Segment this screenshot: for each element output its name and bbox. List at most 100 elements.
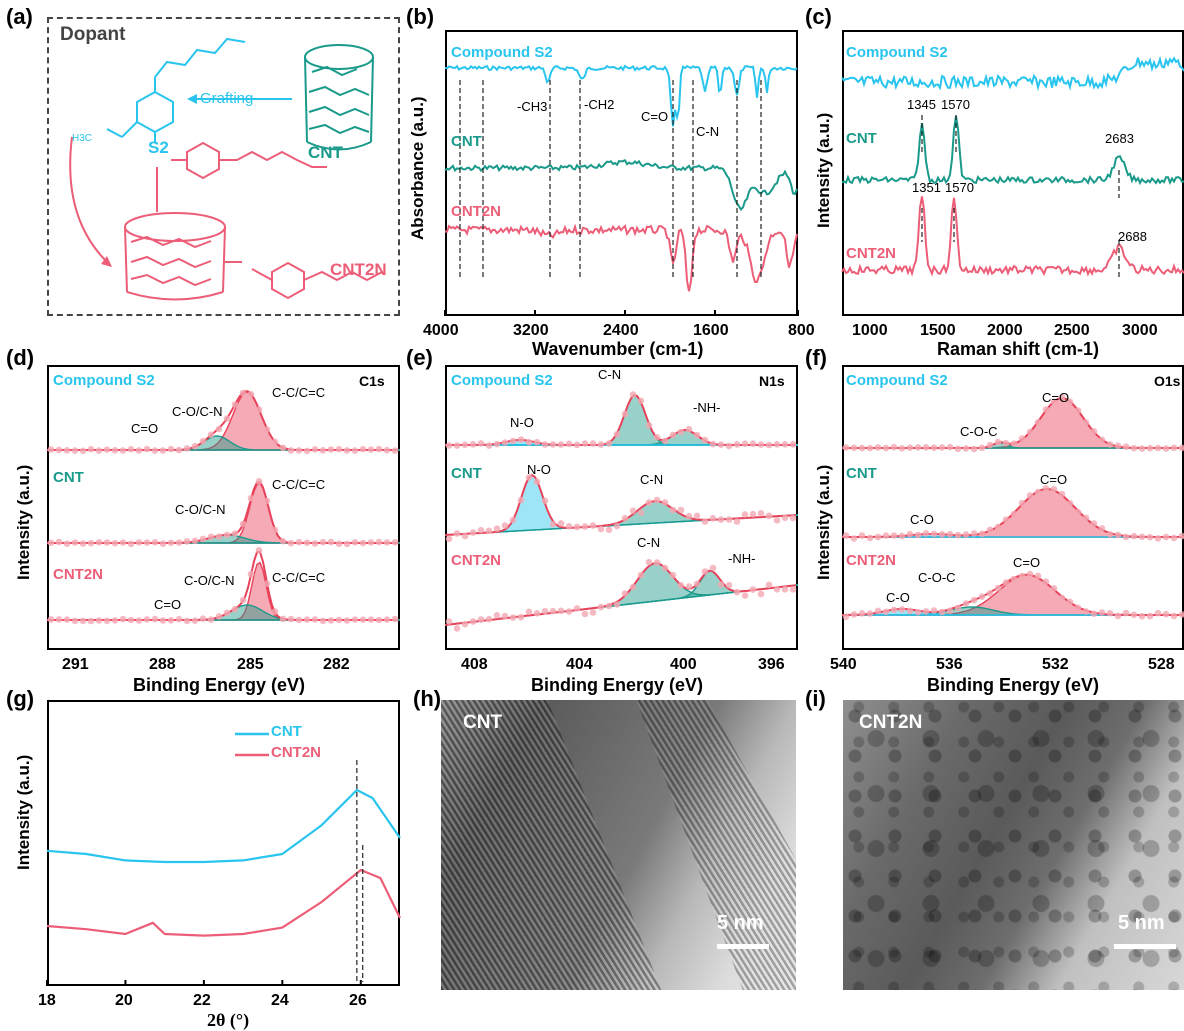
svg-d-data-point <box>119 615 127 623</box>
svg-f-data-point <box>1066 500 1074 507</box>
svg-f-data-point <box>1050 585 1058 592</box>
svg-d-data-point <box>223 609 231 617</box>
svg-f-data-point <box>1090 520 1098 527</box>
f-tick: 532 <box>1042 656 1069 673</box>
svg-f-data-point <box>978 444 986 452</box>
d-series-s2: Compound S2 <box>53 372 155 389</box>
svg-d-data-point <box>47 446 55 453</box>
panel-label-f: (f) <box>805 345 827 370</box>
svg-d-data-point <box>359 445 367 453</box>
plot-f <box>842 393 1184 621</box>
panel-label-h: (h) <box>413 686 442 711</box>
svg-f-data-point <box>938 531 946 538</box>
svg-e-data-point <box>469 441 477 448</box>
svg-d-data-point <box>223 531 231 539</box>
svg-f-data-point <box>1162 533 1170 541</box>
svg-f-data-point <box>882 444 890 452</box>
svg-e-data-point <box>501 612 509 620</box>
svg-d-data-point <box>271 608 279 615</box>
svg-f-data-point <box>1034 419 1042 426</box>
svg-e-data-point <box>461 441 469 449</box>
svg-d-data-point <box>119 539 127 546</box>
c-tick: 1500 <box>920 322 956 339</box>
svg-d-data-point <box>295 538 303 546</box>
g-ylabel: Intensity (a.u.) <box>14 754 33 870</box>
tem-cnt2n-scale-label: 5 nm <box>1118 912 1165 934</box>
g-legend-cnt2n: CNT2N <box>271 744 322 761</box>
e-label: -NH- <box>728 551 756 566</box>
svg-d-data-point <box>239 596 247 604</box>
e-tick: 408 <box>461 656 488 673</box>
svg-d-data-point <box>103 446 111 453</box>
f-label: C-O-C <box>960 424 998 439</box>
svg-d-data-point <box>95 447 103 454</box>
svg-e-data-point <box>485 615 493 623</box>
svg-e-data-point <box>621 590 629 597</box>
svg-d-data-point <box>127 616 135 624</box>
svg-f-data-point <box>1106 531 1114 538</box>
svg-d-data-point <box>215 533 223 540</box>
svg-e-data-point <box>597 441 605 448</box>
svg-f-data-point <box>1138 533 1146 541</box>
d-xlabel: Binding Energy (eV) <box>133 675 306 695</box>
svg-e-data-point <box>781 586 789 593</box>
svg-e-data-point <box>717 441 725 448</box>
svg-d-data-point <box>79 540 87 547</box>
svg-e-data-point <box>477 616 485 623</box>
b-line-cnt <box>444 159 798 212</box>
svg-e-data-point <box>565 440 573 448</box>
svg-e-data-point <box>717 516 725 523</box>
svg-e-data-point <box>629 507 637 515</box>
tem-image-cnt2n <box>843 700 1184 990</box>
svg-d-data-point <box>199 615 207 622</box>
f-series-s2: Compound S2 <box>846 372 948 389</box>
svg-d-data-point <box>391 447 399 454</box>
svg-f-data-point <box>994 438 1002 446</box>
svg-f-data-point <box>922 608 930 615</box>
svg-e-data-point <box>605 602 613 610</box>
svg-d-data-point <box>247 570 255 578</box>
cnt-label: CNT <box>308 143 343 162</box>
g-legend-cnt: CNT <box>271 723 302 740</box>
svg-e-data-point <box>501 439 509 446</box>
svg-d-data-point <box>199 535 207 543</box>
svg-d-data-point <box>159 447 167 454</box>
svg-d-data-point <box>247 390 255 398</box>
svg-d-data-point <box>335 616 343 624</box>
plot-e-frame <box>445 365 798 650</box>
svg-f-data-point <box>970 445 978 453</box>
d-tick: 282 <box>323 656 350 673</box>
svg-d-data-point <box>367 616 375 623</box>
svg-d-data-point <box>47 539 55 547</box>
svg-f-data-point <box>1074 604 1082 612</box>
svg-f-data-point <box>970 596 978 604</box>
g-tick: 26 <box>349 992 367 1009</box>
svg-f-data-point <box>1082 419 1090 426</box>
svg-d-data-point <box>335 540 343 548</box>
svg-f-data-point <box>954 531 962 539</box>
svg-e-data-point <box>693 580 701 588</box>
svg-d-data-point <box>327 617 335 624</box>
panel-label-b: (b) <box>406 4 435 29</box>
svg-f-data-point <box>874 444 882 451</box>
cnt2n-label: CNT2N <box>330 260 387 279</box>
svg-e-data-point <box>581 523 589 530</box>
svg-d-data-point <box>79 617 87 625</box>
svg-d-data-point <box>391 539 399 546</box>
svg-e-data-point <box>773 586 781 593</box>
svg-f-data-point <box>1138 445 1146 452</box>
svg-f-data-point <box>1026 428 1034 436</box>
svg-e-data-point <box>589 609 597 616</box>
svg-e-data-point <box>773 441 781 448</box>
tem-cnt-scale-bar <box>717 944 769 949</box>
d-label: C=O <box>131 421 159 436</box>
b-xlabel: Wavenumber (cm-1) <box>532 339 704 359</box>
svg-e-data-point <box>765 441 773 449</box>
dopant-title: Dopant <box>60 24 126 45</box>
svg-e-data-point <box>533 610 541 617</box>
g-line-0 <box>46 788 401 864</box>
svg-f-data-point <box>1018 435 1026 442</box>
svg-d-data-point <box>231 401 239 408</box>
svg-f-data-point <box>914 608 922 616</box>
svg-e-data-point <box>477 440 485 447</box>
